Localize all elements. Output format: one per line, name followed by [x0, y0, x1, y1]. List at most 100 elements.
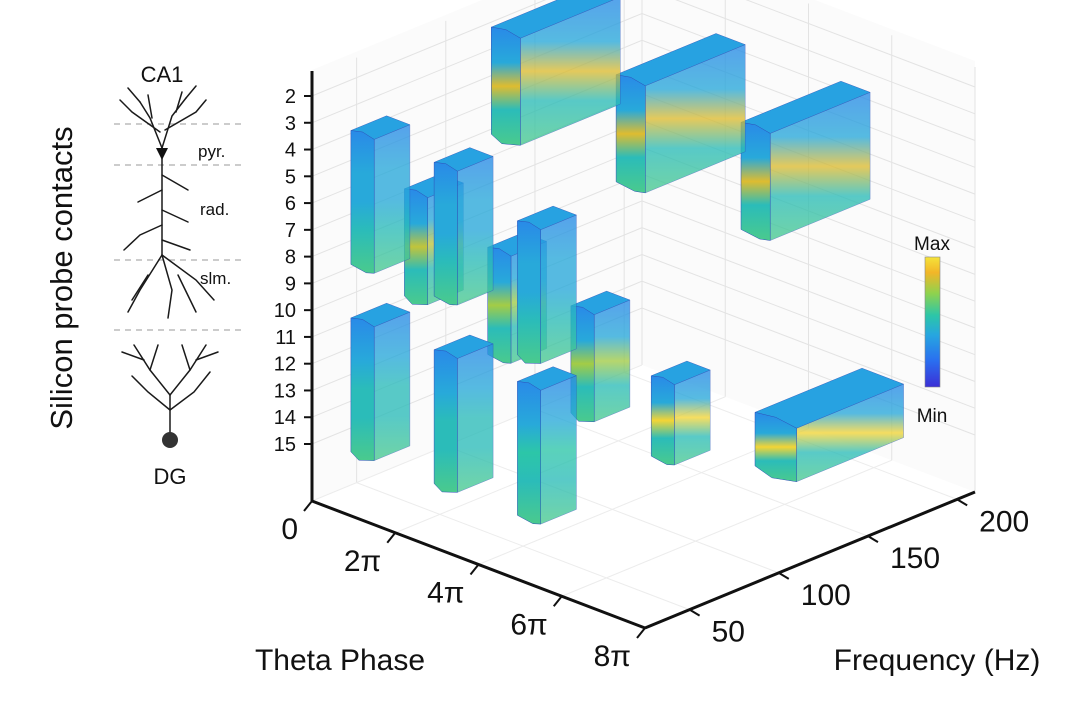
contact-tick-label: 7	[285, 220, 296, 242]
blob-side-face	[457, 156, 494, 306]
blob-front-face	[350, 317, 375, 461]
phase-tick	[386, 532, 397, 544]
blob-side-face	[674, 369, 711, 466]
dendrite-branch	[169, 344, 207, 396]
dg-soma	[162, 432, 178, 448]
isosurface-blob	[650, 360, 711, 466]
dendrite-branch	[181, 344, 191, 371]
contact-tick-label: 12	[274, 354, 296, 376]
y-axis-title: Silicon probe contacts	[44, 126, 79, 429]
blob-side-face	[374, 124, 411, 274]
blob-front-face	[615, 74, 646, 194]
freq-tick-label: 150	[890, 542, 940, 575]
dendrite-branch	[123, 224, 163, 251]
freq-tick-label: 50	[712, 616, 745, 649]
isosurface-blob	[350, 115, 411, 274]
dendrite-tree	[119, 85, 219, 441]
dendrite-branch	[127, 87, 141, 103]
colorbar: Max Min	[914, 234, 950, 427]
blob-front-face	[517, 220, 541, 364]
layer-label-pyr: pyr.	[198, 142, 225, 161]
isosurface-blob	[570, 290, 631, 423]
colorbar-max-label: Max	[914, 234, 950, 255]
phase-tick	[469, 563, 480, 576]
dendrite-branch	[161, 209, 189, 223]
phase-tick	[636, 627, 646, 639]
contact-tick-label: 5	[285, 166, 296, 188]
blob-front-face	[650, 375, 675, 466]
contact-tick-label: 2	[285, 86, 296, 108]
isosurface-blob	[433, 334, 494, 493]
phase-tick	[552, 595, 563, 607]
dendrite-branch	[127, 254, 163, 313]
blob-front-face	[433, 162, 458, 306]
blob-front-face	[754, 411, 797, 482]
blob-front-face	[404, 188, 428, 305]
dendrite-branch	[161, 254, 173, 319]
freq-tick	[689, 608, 701, 617]
dendrite-branch	[169, 371, 211, 411]
dendrite-branch	[161, 239, 191, 251]
contact-tick-label: 14	[274, 407, 296, 429]
x-axis-title: Theta Phase	[255, 644, 425, 677]
contact-tick-label: 3	[285, 113, 296, 135]
blob-front-face	[433, 349, 458, 493]
contact-tick-label: 9	[285, 273, 296, 295]
contact-tick-label: 10	[274, 300, 296, 322]
dendrite-branch	[185, 85, 197, 99]
dendrite-branch	[131, 375, 171, 411]
isosurface-blob	[350, 302, 411, 461]
dendrite-branch	[137, 189, 163, 203]
isosurface-blob	[516, 366, 577, 525]
contact-tick-label: 6	[285, 193, 296, 215]
dendrite-branch	[161, 174, 189, 191]
phase-tick-label: 0	[281, 513, 298, 546]
blob-side-face	[540, 375, 577, 525]
dendrite-branch	[121, 351, 145, 361]
grid-line-contact	[311, 0, 976, 124]
isosurface-blob	[615, 33, 746, 194]
dendrite-branch	[147, 94, 153, 119]
blob-front-face	[517, 381, 541, 525]
dendrite-branch	[149, 344, 159, 371]
dendrite-branch	[175, 91, 183, 113]
contact-tick-label: 8	[285, 247, 296, 269]
freq-tick	[867, 535, 879, 543]
dendrite-branch	[177, 274, 197, 313]
freq-tick	[956, 498, 968, 507]
dendrite-branch	[119, 99, 161, 133]
z-axis-title: Frequency (Hz)	[834, 644, 1041, 677]
contact-tick-label: 4	[285, 140, 296, 162]
isosurface-blob	[433, 147, 494, 306]
isosurface-blob	[516, 205, 577, 364]
floor-grid-phase	[561, 459, 892, 597]
freq-tick-label: 200	[979, 505, 1029, 538]
contact-tick-label: 13	[274, 380, 296, 402]
colorbar-min-label: Min	[917, 406, 948, 427]
blob-side-face	[594, 299, 631, 423]
isosurface-blob	[740, 80, 871, 241]
blob-front-face	[740, 122, 771, 241]
neuron-title: CA1	[141, 62, 184, 87]
blob-front-face	[350, 130, 375, 274]
layer-label-slm: slm.	[200, 269, 231, 288]
phase-tick-label: 8π	[594, 640, 631, 673]
phase-tick	[303, 500, 313, 512]
dendrite-branch	[195, 351, 219, 361]
dg-label: DG	[154, 464, 187, 489]
grid-line-contact	[311, 0, 976, 97]
blob-side-face	[457, 343, 494, 493]
dendrite-branch	[164, 99, 207, 131]
dendrite-branch	[161, 254, 215, 301]
dendrite-branch	[131, 274, 149, 301]
isosurface-blob	[754, 367, 905, 482]
blob-side-face	[374, 311, 411, 461]
isosurface-blob	[490, 0, 621, 146]
phase-tick-label: 6π	[510, 608, 547, 641]
phase-tick-label: 2π	[344, 545, 381, 578]
dendrite-branch	[139, 101, 163, 149]
floor-grid-phase	[478, 428, 809, 565]
phase-tick-label: 4π	[427, 577, 464, 610]
